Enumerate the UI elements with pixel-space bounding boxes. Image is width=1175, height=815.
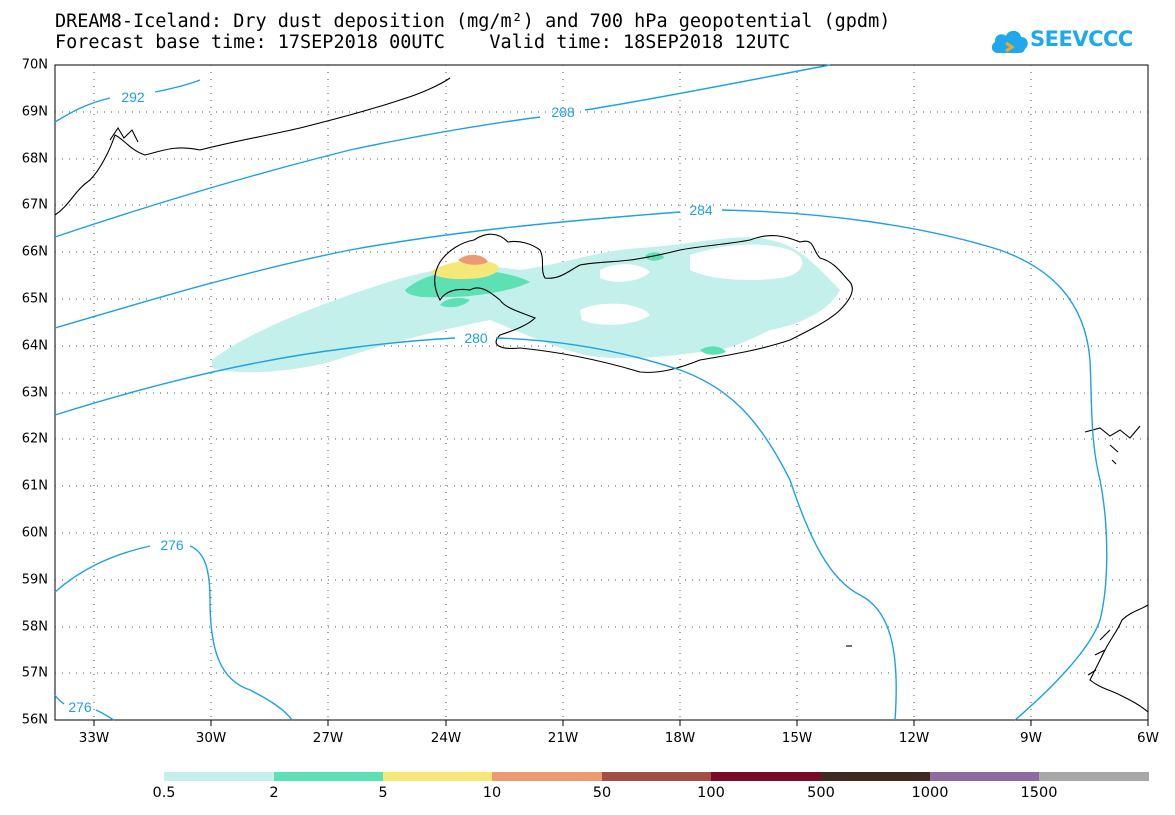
map-title: DREAM8-Iceland: Dry dust deposition (mg/… <box>55 11 891 32</box>
lat-label: 69N <box>21 104 48 120</box>
colorbar-label: 10 <box>482 785 502 801</box>
colorbar-label: 50 <box>592 785 612 801</box>
dust-deposition-field <box>212 237 840 373</box>
lat-label: 60N <box>21 525 48 541</box>
lat-label: 58N <box>21 619 48 635</box>
lon-label: 27W <box>312 730 344 746</box>
lat-label: 59N <box>21 572 48 588</box>
lat-label: 61N <box>21 478 48 494</box>
colorbar-label: 2 <box>269 785 279 801</box>
lat-label: 66N <box>21 244 48 260</box>
colorbar-label: 100 <box>697 785 725 801</box>
dust-10-50 <box>458 254 488 265</box>
logo-text: SEEVCCC <box>1030 27 1133 51</box>
lat-label: 56N <box>21 712 48 728</box>
lat-label: 68N <box>21 151 48 167</box>
cloud-icon <box>991 30 1028 53</box>
lon-label: 21W <box>547 730 579 746</box>
colorbar <box>164 772 1149 781</box>
lat-label: 63N <box>21 385 48 401</box>
contour-label: 284 <box>689 202 713 218</box>
contour-276b <box>54 694 115 721</box>
dust-0.5-2 <box>212 237 840 373</box>
dust-5-10 <box>430 260 499 280</box>
lon-label: 6W <box>1137 730 1159 746</box>
contour-label: 276 <box>160 537 184 553</box>
lat-label: 70N <box>21 57 48 73</box>
contour-label: 276 <box>68 699 92 715</box>
lat-label: 65N <box>21 291 48 307</box>
lat-label: 57N <box>21 665 48 681</box>
lat-label: 64N <box>21 338 48 354</box>
lon-label: 30W <box>195 730 227 746</box>
iceland-coast <box>434 233 853 373</box>
lat-label: 62N <box>21 431 48 447</box>
lon-label: 18W <box>664 730 696 746</box>
colorbar-label: 0.5 <box>152 785 176 801</box>
contour-276a <box>54 545 293 721</box>
contour-288 <box>54 64 831 238</box>
contour-280 <box>54 337 897 721</box>
lon-label: 9W <box>1020 730 1042 746</box>
contour-label: 288 <box>551 104 575 120</box>
colorbar-label: 500 <box>807 785 835 801</box>
coastlines <box>54 77 1149 713</box>
contour-label: 292 <box>121 89 145 105</box>
lon-label: 12W <box>898 730 930 746</box>
contour-284 <box>54 209 1108 721</box>
lon-label: 15W <box>781 730 813 746</box>
contour-292 <box>54 79 201 123</box>
seevccc-logo: SEEVCCC <box>990 20 1140 60</box>
lat-label: 67N <box>21 197 48 213</box>
contour-label: 280 <box>464 330 488 346</box>
map-subtitle-times: Forecast base time: 17SEP2018 00UTC Vali… <box>55 32 791 53</box>
colorbar-label: 5 <box>378 785 388 801</box>
greenland-coast <box>54 77 451 216</box>
geopotential-contours <box>54 64 1108 721</box>
lon-label: 33W <box>78 730 110 746</box>
colorbar-label: 1500 <box>1020 785 1058 801</box>
contour-labels: 292 288 284 280 276 276 <box>68 89 713 715</box>
axis-ticks <box>93 720 1149 726</box>
colorbar-label: 1000 <box>911 785 949 801</box>
lon-label: 24W <box>430 730 462 746</box>
